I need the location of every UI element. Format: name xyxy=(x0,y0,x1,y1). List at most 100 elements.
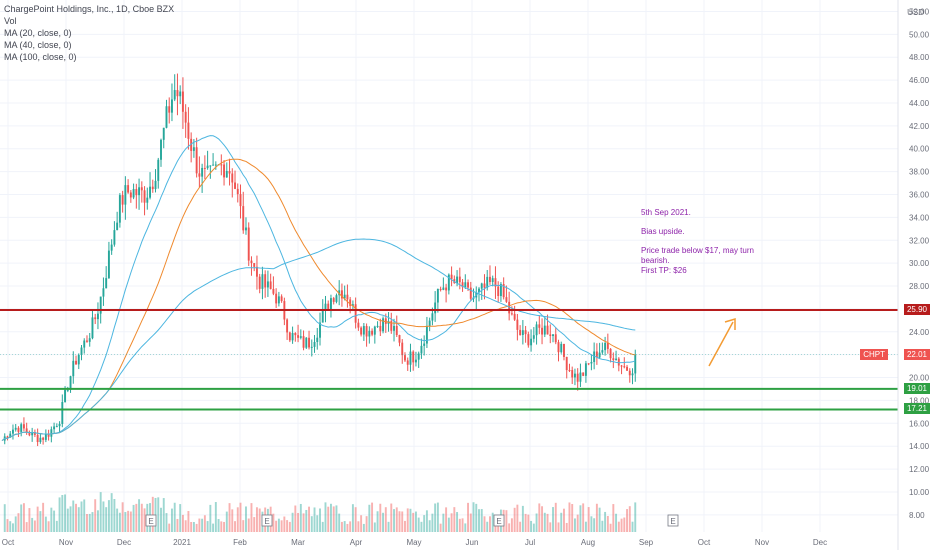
earnings-marker-label: E xyxy=(264,517,269,526)
volume-bar xyxy=(447,517,450,532)
candle-body xyxy=(291,333,294,341)
candle-body xyxy=(264,274,267,288)
volume-bar xyxy=(398,511,401,532)
volume-bar xyxy=(365,516,368,532)
volume-bar xyxy=(475,503,478,532)
candle-body xyxy=(187,122,190,139)
candle-body xyxy=(584,363,587,376)
candle-body xyxy=(390,321,393,331)
volume-bar xyxy=(88,513,91,532)
volume-bar xyxy=(14,516,17,532)
candle-body xyxy=(42,437,45,440)
candle-body xyxy=(118,195,121,223)
volume-bar xyxy=(28,508,31,532)
candle-body xyxy=(439,288,442,290)
candle-body xyxy=(179,91,182,97)
volume-bar xyxy=(634,502,637,532)
volume-bar xyxy=(77,507,80,532)
volume-bar xyxy=(491,512,494,532)
indicator-vol[interactable]: Vol xyxy=(4,16,17,26)
candle-body xyxy=(277,296,280,304)
y-tick-label: 42.00 xyxy=(909,122,930,131)
volume-bar xyxy=(143,508,146,532)
candle-body xyxy=(272,288,275,294)
candle-body xyxy=(582,372,585,376)
candle-body xyxy=(313,341,316,347)
candle-body xyxy=(557,342,560,353)
candle-body xyxy=(554,334,557,343)
candle-body xyxy=(502,284,505,298)
candle-body xyxy=(527,334,530,346)
volume-bar xyxy=(579,505,582,532)
y-tick-label: 10.00 xyxy=(909,488,930,497)
volume-bar xyxy=(371,502,374,532)
chart-title: ChargePoint Holdings, Inc., 1D, Cboe BZX xyxy=(4,4,175,14)
note-warning: Price trade below $17, may turn bearish. xyxy=(641,246,754,265)
candle-body xyxy=(634,354,637,374)
candle-body xyxy=(362,326,365,335)
volume-bar xyxy=(417,517,420,532)
volume-bar xyxy=(612,504,615,532)
indicator-ma100[interactable]: MA (100, close, 0) xyxy=(4,52,77,62)
candle-body xyxy=(483,283,486,288)
candle-body xyxy=(505,297,508,302)
candle-body xyxy=(467,282,469,288)
candle-body xyxy=(44,433,47,440)
candle-body xyxy=(83,340,86,348)
candle-body xyxy=(154,180,157,190)
volume-bar xyxy=(184,520,187,532)
y-tick-label: 12.00 xyxy=(909,465,930,474)
candle-body xyxy=(568,370,571,372)
candle-body xyxy=(368,330,371,337)
ma40-line xyxy=(1,158,636,441)
candle-body xyxy=(6,436,9,438)
x-tick-label: Sep xyxy=(639,538,654,547)
volume-bar xyxy=(453,507,456,532)
candle-body xyxy=(69,376,72,390)
candle-body xyxy=(107,250,110,279)
volume-bar xyxy=(467,502,469,532)
volume-bar xyxy=(628,506,631,532)
x-tick-label: Jul xyxy=(525,538,535,547)
y-tick-label: 50.00 xyxy=(909,30,930,39)
candle-body xyxy=(302,336,305,348)
indicator-ma20[interactable]: MA (20, close, 0) xyxy=(4,28,72,38)
volume-bar xyxy=(549,522,552,532)
volume-bar xyxy=(181,514,184,532)
y-tick-label: 36.00 xyxy=(909,190,930,199)
candle-body xyxy=(151,186,154,190)
candle-body xyxy=(220,164,223,166)
volume-bar xyxy=(151,496,154,532)
volume-bar xyxy=(327,506,330,532)
volume-bar xyxy=(576,514,579,532)
volume-bar xyxy=(376,511,379,532)
y-tick-label: 14.00 xyxy=(909,442,930,451)
symbol-label: 22.01 xyxy=(906,349,927,359)
indicator-ma40[interactable]: MA (40, close, 0) xyxy=(4,40,72,50)
y-tick-label: 30.00 xyxy=(909,259,930,268)
level-tag-25-90: 25.90 xyxy=(903,304,930,316)
volume-bar xyxy=(31,517,34,532)
candle-body xyxy=(401,342,404,356)
volume-bar xyxy=(584,521,587,532)
x-tick-label: Dec xyxy=(117,538,131,547)
candle-body xyxy=(373,326,376,335)
volume-bar xyxy=(291,512,294,532)
x-tick-label: Aug xyxy=(581,538,595,547)
x-tick-label: Dec xyxy=(813,538,827,547)
candle-body xyxy=(55,426,58,428)
y-tick-label: 16.00 xyxy=(909,419,930,428)
volume-bar xyxy=(623,517,626,532)
candle-body xyxy=(239,194,242,207)
volume-bar xyxy=(36,506,39,532)
candle-body xyxy=(393,325,395,331)
candle-body xyxy=(598,352,601,358)
volume-bar xyxy=(582,503,585,532)
candle-body xyxy=(33,431,36,435)
candle-body xyxy=(510,313,513,315)
candle-body xyxy=(297,335,300,338)
candle-body xyxy=(201,167,204,177)
candle-body xyxy=(406,360,409,365)
